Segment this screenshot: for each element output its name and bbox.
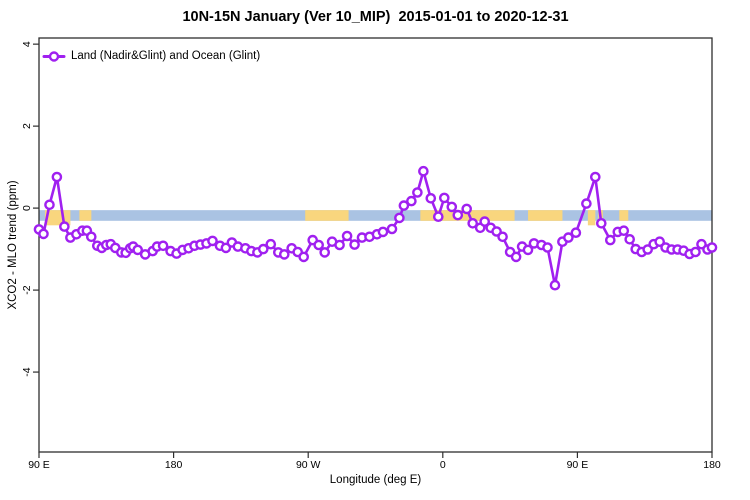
data-point-marker	[432, 211, 444, 222]
y-tick-label: 2	[21, 123, 33, 129]
data-point-marker	[44, 199, 55, 211]
y-tick-label: 0	[21, 205, 33, 211]
x-tick-label: 90 E	[28, 459, 50, 471]
data-point-marker	[412, 187, 423, 198]
y-tick-label: -4	[21, 367, 33, 376]
data-point-marker	[349, 239, 360, 250]
data-point-marker	[618, 225, 630, 236]
data-point-marker	[690, 246, 701, 258]
data-point-marker	[394, 212, 405, 224]
data-point-marker	[510, 251, 522, 263]
data-point-marker	[425, 192, 437, 204]
highlight-segment	[420, 210, 515, 221]
data-point-marker	[542, 242, 553, 253]
data-point-marker	[570, 227, 582, 238]
data-point-marker	[298, 251, 310, 263]
data-point-marker	[319, 247, 331, 258]
legend-marker-icon	[48, 51, 60, 62]
x-tick-label: 90 E	[567, 459, 589, 471]
y-tick-label: -2	[21, 285, 33, 294]
data-point-marker	[596, 217, 607, 229]
data-point-marker	[51, 171, 63, 183]
data-point-marker	[278, 249, 290, 260]
data-point-marker	[706, 242, 718, 253]
data-point-marker	[624, 233, 636, 245]
data-point-marker	[590, 171, 601, 183]
highlight-segment	[305, 210, 349, 221]
data-point-marker	[497, 231, 508, 243]
data-point-marker	[563, 232, 574, 243]
data-point-marker	[157, 240, 169, 252]
data-point-marker	[334, 239, 345, 251]
y-axis-label: XCO2 - MLO trend (ppm)	[7, 180, 19, 310]
data-point-marker	[418, 165, 429, 177]
data-point-marker	[265, 238, 277, 250]
data-point-marker	[86, 231, 97, 243]
data-point-marker	[257, 243, 269, 255]
series-line	[37, 169, 714, 287]
chart-title: 10N-15N January (Ver 10_MIP) 2015-01-01 …	[182, 9, 569, 25]
legend-label: Land (Nadir&Glint) and Ocean (Glint)	[71, 50, 261, 62]
data-point-marker	[313, 239, 325, 251]
x-axis-label: Longitude (deg E)	[329, 474, 422, 486]
highlight-segment	[79, 210, 92, 221]
data-point-marker	[446, 201, 458, 213]
data-point-marker	[207, 235, 218, 247]
data-point-marker	[59, 221, 70, 232]
data-point-marker	[132, 244, 143, 256]
highlight-segment	[528, 210, 563, 221]
data-point-marker	[377, 226, 389, 238]
data-point-marker	[654, 236, 666, 247]
data-point-marker	[406, 195, 417, 207]
data-point-marker	[522, 244, 534, 256]
data-point-marker	[581, 198, 592, 209]
highlight-segment	[587, 210, 596, 226]
reference-band	[39, 210, 712, 221]
x-tick-label: 0	[440, 459, 446, 471]
y-tick-label: 4	[21, 41, 33, 47]
data-point-marker	[38, 228, 49, 240]
data-point-marker	[479, 216, 491, 227]
data-point-marker	[386, 223, 398, 235]
x-tick-label: 180	[165, 459, 183, 471]
data-point-marker	[398, 200, 410, 211]
data-point-marker	[341, 230, 353, 242]
x-tick-label: 90 W	[296, 459, 321, 471]
highlight-segment	[619, 210, 629, 221]
data-point-marker	[438, 192, 450, 204]
data-point-marker	[467, 217, 479, 229]
x-tick-label: 180	[703, 459, 721, 471]
data-point-marker	[461, 203, 473, 215]
data-point-marker	[605, 234, 616, 246]
data-point-marker	[549, 279, 561, 291]
data-point-marker	[452, 209, 464, 221]
